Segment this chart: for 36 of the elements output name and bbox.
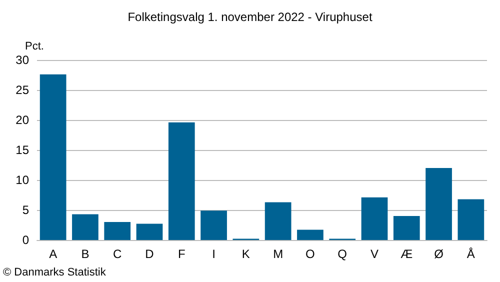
x-tick-label: K bbox=[242, 247, 250, 261]
bar bbox=[264, 202, 292, 240]
x-tick-label: F bbox=[178, 247, 186, 261]
bar bbox=[72, 214, 98, 240]
bar bbox=[361, 197, 388, 240]
x-tick-label: Q bbox=[338, 247, 348, 261]
bar bbox=[168, 122, 195, 240]
y-tick-label: 10 bbox=[16, 173, 30, 187]
x-tick-label: C bbox=[113, 247, 122, 261]
y-tick-label: 25 bbox=[16, 83, 30, 97]
x-tick-label: B bbox=[81, 247, 90, 261]
x-tick-label: Å bbox=[466, 247, 475, 261]
x-tick-label: O bbox=[306, 247, 315, 261]
bar bbox=[297, 230, 324, 240]
y-tick-label: 30 bbox=[16, 53, 30, 67]
x-tick-label: Ø bbox=[434, 247, 444, 261]
bar bbox=[200, 210, 227, 240]
x-tick-label: A bbox=[49, 247, 58, 261]
x-tick-label: I bbox=[212, 247, 216, 261]
y-tick-label: 20 bbox=[16, 113, 30, 127]
y-tick-label: 15 bbox=[16, 143, 30, 157]
y-tick-label: 5 bbox=[22, 203, 30, 217]
y-tick-label: 0 bbox=[22, 233, 30, 247]
bar bbox=[40, 74, 66, 240]
bar bbox=[136, 224, 163, 240]
bar bbox=[104, 222, 131, 240]
bar bbox=[393, 216, 420, 240]
x-tick-label: Æ bbox=[400, 247, 413, 261]
y-axis-title: Pct. bbox=[25, 40, 44, 52]
chart-title: Folketingsvalg 1. november 2022 - Viruphuset bbox=[128, 10, 373, 24]
x-tick-label: D bbox=[145, 247, 154, 261]
text: © Danmarks Statistik bbox=[3, 266, 106, 278]
x-tick-label: V bbox=[370, 247, 379, 261]
bar bbox=[458, 199, 484, 240]
bar bbox=[426, 168, 452, 240]
x-tick-label: M bbox=[273, 247, 284, 261]
